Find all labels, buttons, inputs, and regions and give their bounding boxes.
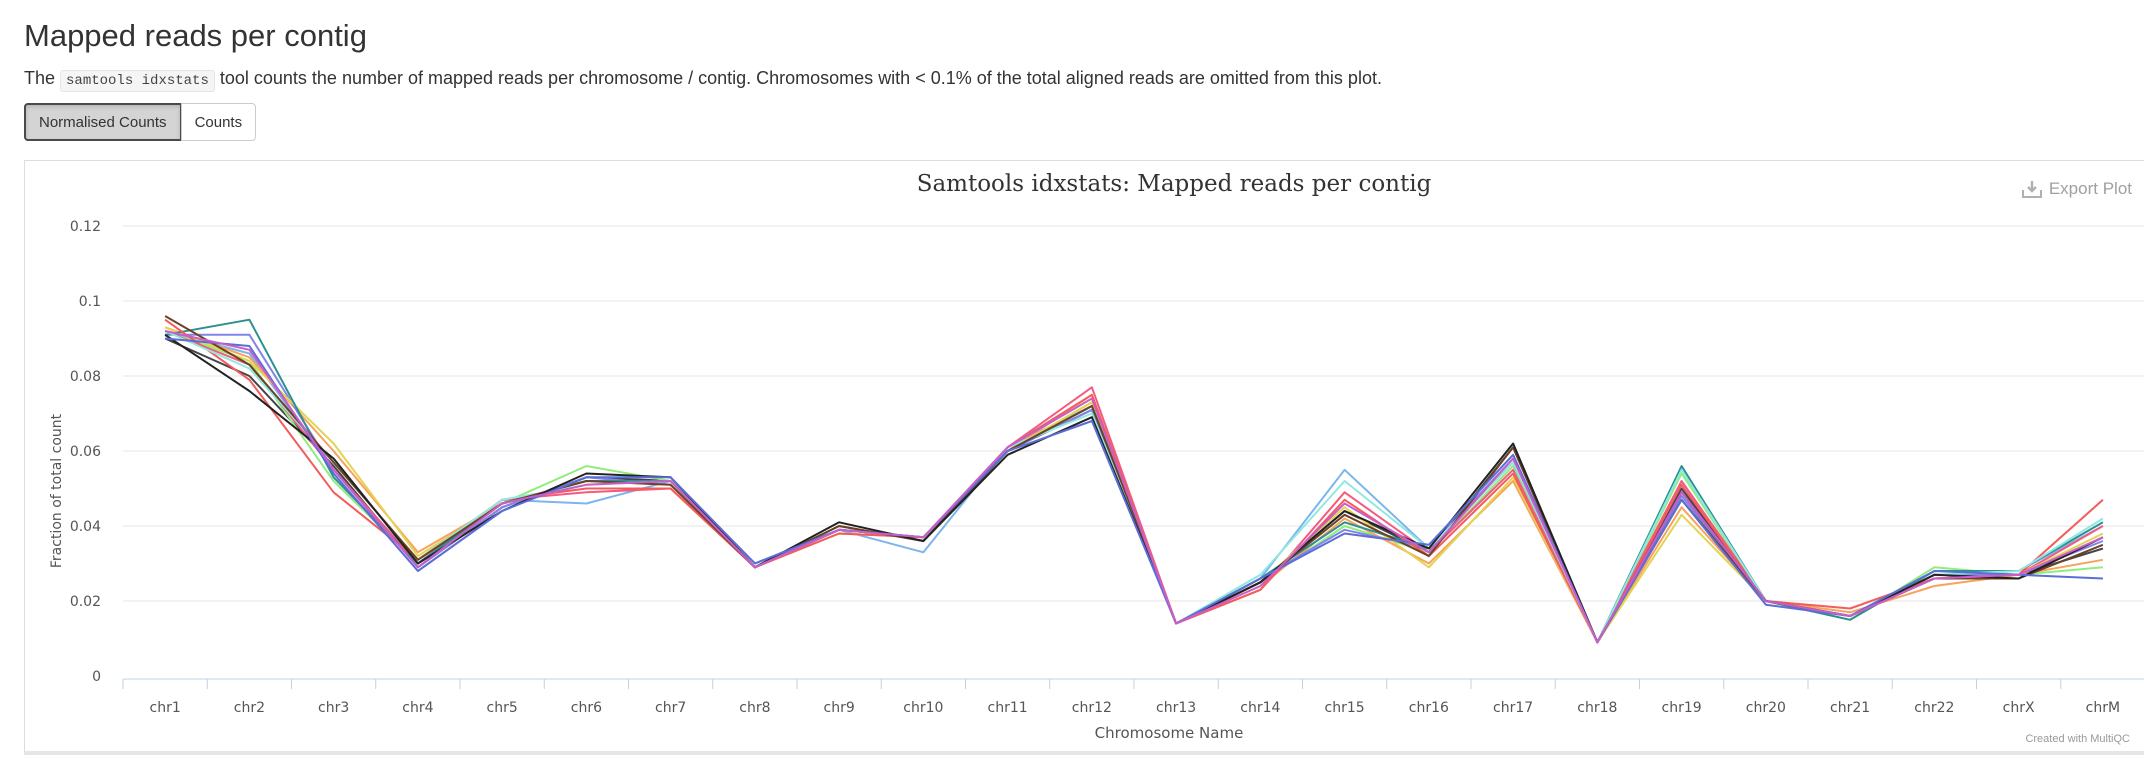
x-tick-label: chr2 xyxy=(234,700,265,716)
series-line-14[interactable] xyxy=(164,330,2104,644)
y-axis-label: Fraction of total count xyxy=(49,413,65,568)
series-line-11[interactable] xyxy=(164,315,2104,644)
x-tick-label: chr10 xyxy=(903,700,943,716)
x-tick-label: chr7 xyxy=(655,700,686,716)
x-tick-label: chr17 xyxy=(1493,700,1533,716)
y-tick-label: 0.12 xyxy=(70,219,101,235)
x-tick-label: chr16 xyxy=(1409,700,1449,716)
series-line-10[interactable] xyxy=(164,330,2104,644)
series-line-7[interactable] xyxy=(164,326,2104,644)
series-line-12[interactable] xyxy=(164,333,2104,644)
description-suffix: tool counts the number of mapped reads p… xyxy=(214,68,1382,88)
x-tick-label: chrM xyxy=(2086,700,2120,716)
tool-name-code: samtools idxstats xyxy=(60,70,215,92)
x-tick-label: chr14 xyxy=(1240,700,1280,716)
x-tick-label: chr12 xyxy=(1072,700,1112,716)
series-line-4[interactable] xyxy=(164,326,2104,644)
normalised-counts-button[interactable]: Normalised Counts xyxy=(24,103,182,141)
series-line-3[interactable] xyxy=(164,330,2103,644)
series-line-1[interactable] xyxy=(164,330,2104,644)
x-tick-label: chr11 xyxy=(988,700,1028,716)
multiqc-credit: Created with MultiQC xyxy=(2025,733,2130,745)
y-tick-label: 0.06 xyxy=(70,444,101,460)
x-tick-label: chr21 xyxy=(1830,700,1870,716)
chart-title: Samtools idxstats: Mapped reads per cont… xyxy=(917,171,1432,197)
series-line-9[interactable] xyxy=(164,318,2104,644)
x-tick-label: chr6 xyxy=(571,700,602,716)
line-chart: Samtools idxstats: Mapped reads per cont… xyxy=(49,171,2144,742)
normalisation-toggle: Normalised Counts Counts xyxy=(24,103,257,141)
y-tick-label: 0.02 xyxy=(70,594,101,610)
series-line-5[interactable] xyxy=(165,333,2104,644)
counts-button[interactable]: Counts xyxy=(180,103,257,141)
series-line-8[interactable] xyxy=(164,318,2104,644)
x-tick-label: chr15 xyxy=(1325,700,1365,716)
x-tick-label: chr19 xyxy=(1662,700,1702,716)
x-tick-label: chr1 xyxy=(150,700,181,716)
x-tick-label: chr5 xyxy=(487,700,518,716)
x-tick-label: chr4 xyxy=(402,700,433,716)
section-description: The samtools idxstats tool counts the nu… xyxy=(24,68,1382,92)
x-tick-label: chr13 xyxy=(1156,700,1196,716)
x-tick-label: chrX xyxy=(2003,700,2035,716)
x-tick-label: chr8 xyxy=(739,700,770,716)
description-prefix: The xyxy=(24,68,61,88)
x-tick-label: chr20 xyxy=(1746,700,1786,716)
series-line-2[interactable] xyxy=(164,337,2104,644)
x-axis-label: Chromosome Name xyxy=(1095,724,1244,742)
x-tick-label: chr22 xyxy=(1914,700,1954,716)
export-plot-label: Export Plot xyxy=(2048,179,2132,198)
y-tick-label: 0 xyxy=(92,669,101,685)
y-tick-label: 0.08 xyxy=(70,369,101,385)
section-title: Mapped reads per contig xyxy=(24,18,367,53)
y-tick-label: 0.04 xyxy=(70,519,101,535)
x-tick-label: chr9 xyxy=(824,700,855,716)
y-tick-label: 0.1 xyxy=(79,294,101,310)
export-plot-button[interactable]: Export Plot xyxy=(2021,179,2132,199)
x-tick-label: chr18 xyxy=(1577,700,1617,716)
series-line-13[interactable] xyxy=(165,337,2103,644)
download-icon xyxy=(2021,181,2042,198)
x-tick-label: chr3 xyxy=(318,700,349,716)
series-line-6[interactable] xyxy=(164,330,2104,644)
plot-container: Samtools idxstats: Mapped reads per cont… xyxy=(24,160,2144,755)
